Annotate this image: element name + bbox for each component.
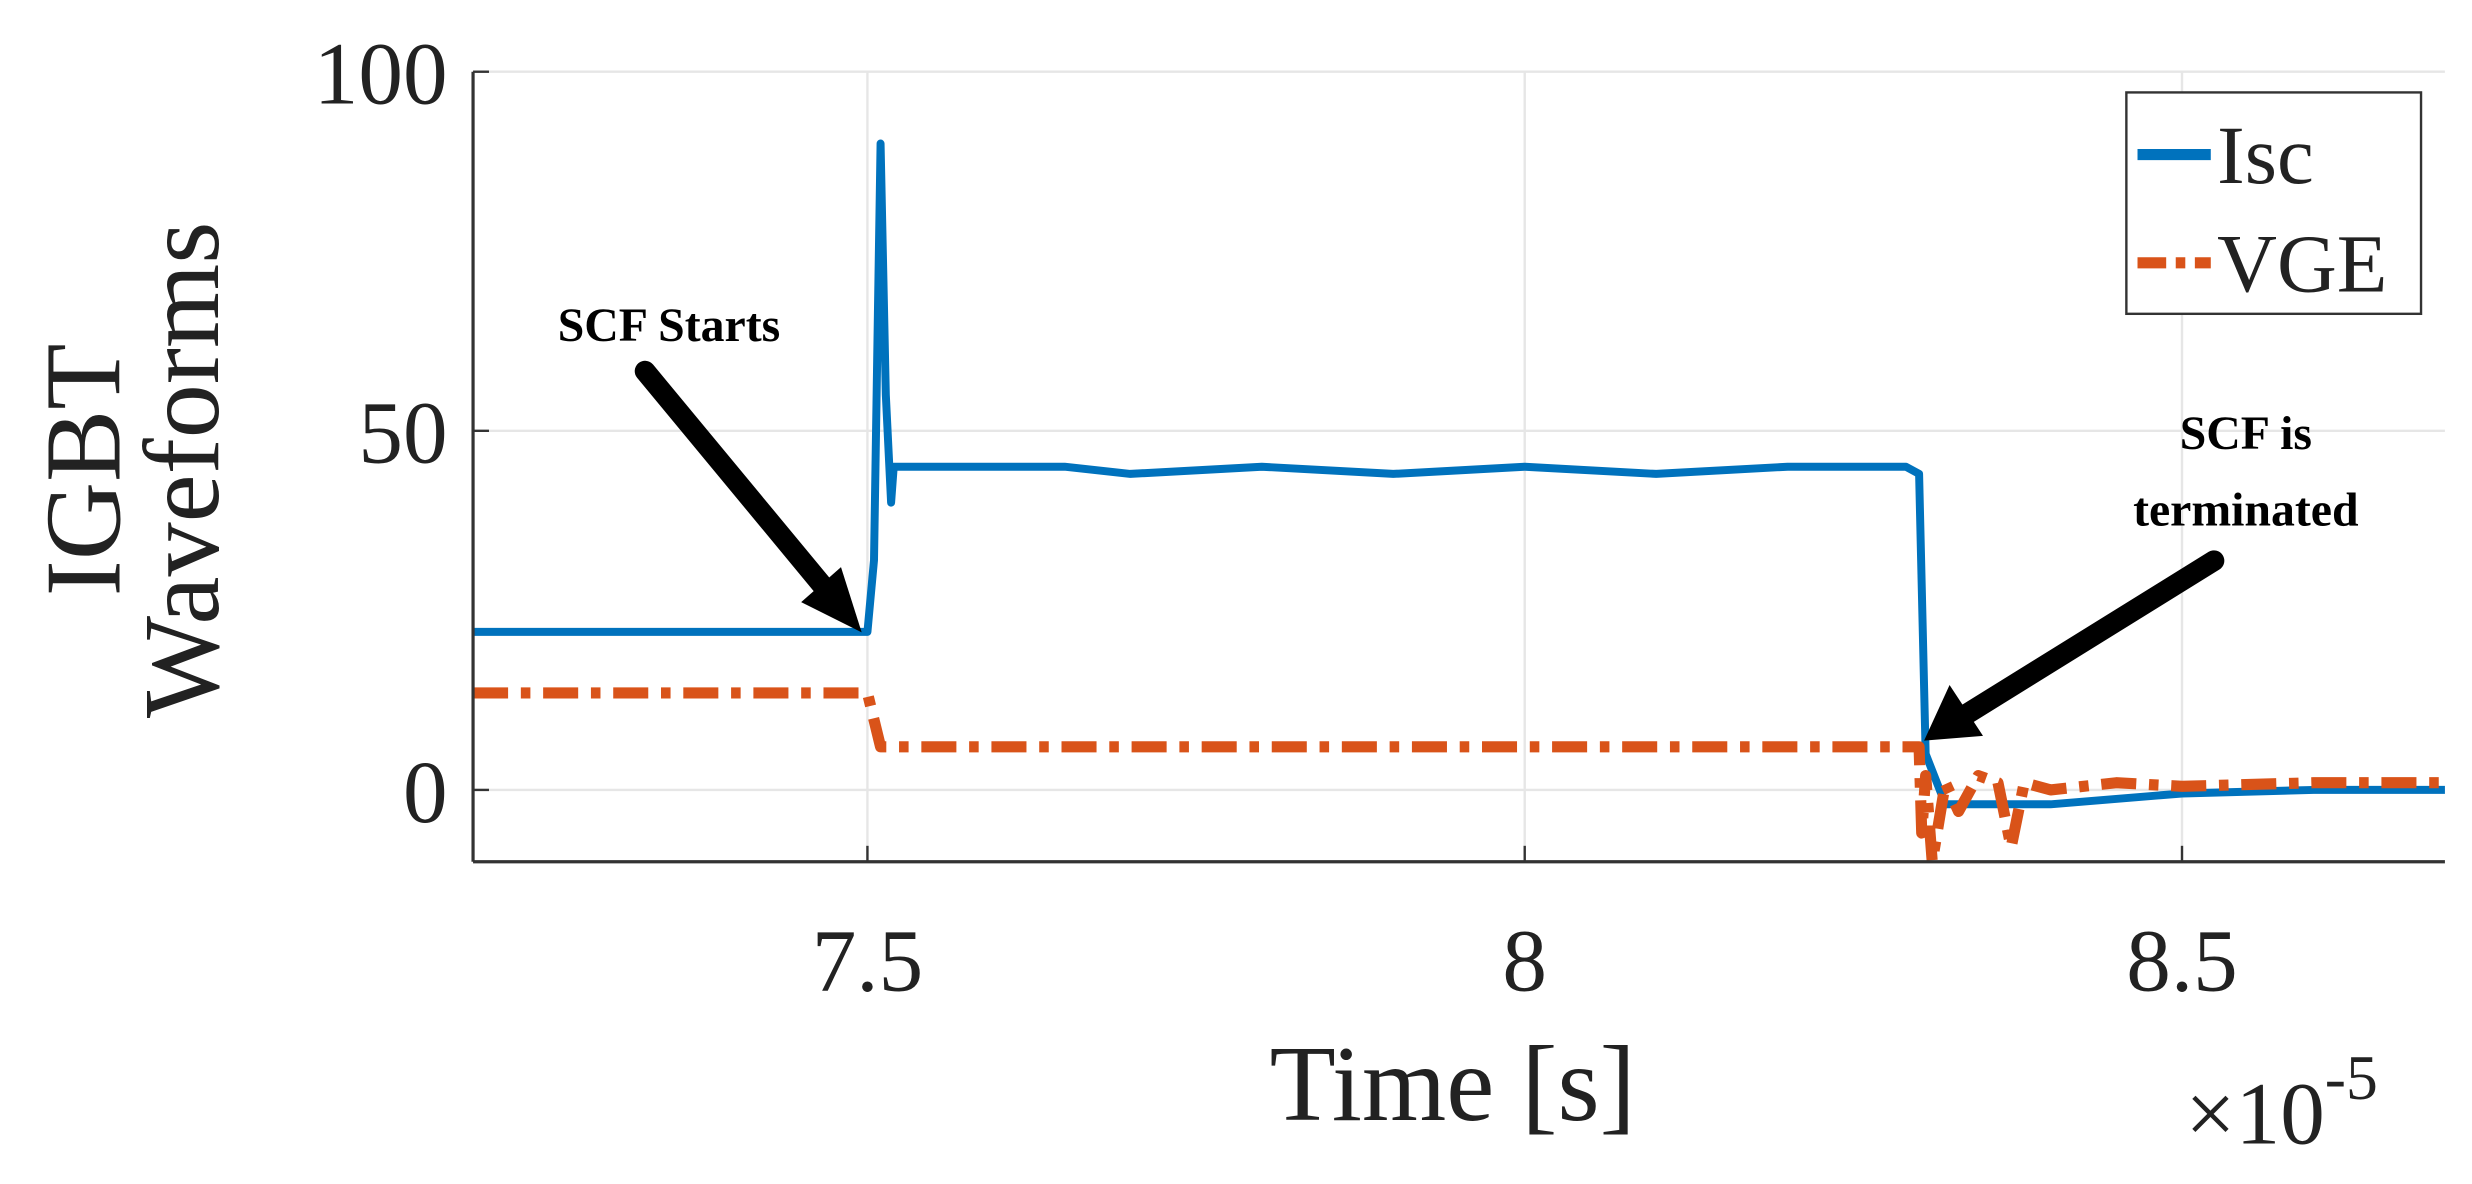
annotation-arrow [1951,550,2225,728]
x-axis-label: Time [s] [1270,1024,1636,1144]
plot-lines [473,139,2445,868]
ticks: 7.5 8 8.5 0 50 100 [314,26,2238,1011]
annotation-arrow [634,360,847,613]
legend-box [2125,91,2423,316]
x-tick-label: 8.5 [2126,913,2237,1011]
x-tick-label: 8 [1502,913,1547,1011]
annotation-arrowhead [1924,684,1984,741]
annotation: terminated [2133,484,2359,537]
annotation: SCF is [2180,407,2312,460]
legend-label: Isc [2217,109,2314,201]
y-axis-label: IGBT Waveforms [23,222,242,718]
annotation: SCF Starts [558,299,780,352]
y-label-line: Waveforms [122,222,242,718]
series-line [473,687,2445,868]
y-tick-label: 100 [314,26,448,124]
x-tick-label: 7.5 [812,913,923,1011]
x-multiplier-base: ×10 [2185,1066,2325,1164]
y-tick-label: 50 [358,385,447,483]
y-tick-label: 0 [403,744,448,842]
legend: Isc VGE [2125,91,2423,316]
legend-label: VGE [2217,218,2387,310]
series-line [473,139,2445,809]
y-label-line: IGBT [23,344,143,597]
x-multiplier: ×10-5 [2185,1042,2378,1164]
annotation-arrowhead [801,567,862,633]
x-multiplier-exponent: -5 [2325,1042,2378,1113]
